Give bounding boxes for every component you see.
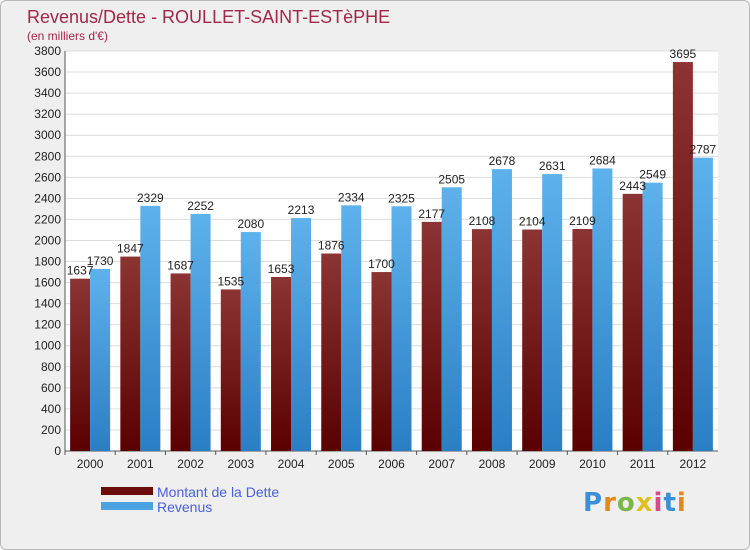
x-tick-label: 2008 xyxy=(479,457,506,471)
y-tick-label: 2200 xyxy=(34,212,61,226)
x-tick-label: 2009 xyxy=(529,457,556,471)
bar-debt xyxy=(371,272,392,451)
x-tick-label: 2001 xyxy=(127,457,154,471)
data-label-revenue: 2631 xyxy=(539,159,566,173)
data-label-debt: 1700 xyxy=(368,257,395,271)
x-tick-label: 2000 xyxy=(77,457,104,471)
bar-debt xyxy=(421,221,442,451)
chart-subtitle: (en milliers d'€) xyxy=(27,29,108,43)
y-tick-label: 3400 xyxy=(34,86,61,100)
legend-swatch-revenue xyxy=(101,502,153,510)
bar-debt xyxy=(70,278,91,451)
bar-revenue xyxy=(391,206,412,451)
bar-debt xyxy=(672,62,693,451)
x-tick-label: 2007 xyxy=(428,457,455,471)
bar-debt xyxy=(271,277,292,451)
data-label-debt: 2177 xyxy=(418,207,445,221)
data-label-debt: 1653 xyxy=(268,262,295,276)
y-tick-label: 1600 xyxy=(34,276,61,290)
bar-debt xyxy=(321,253,342,451)
legend-label-debt: Montant de la Dette xyxy=(157,484,280,500)
chart-title: Revenus/Dette - ROULLET-SAINT-ESTèPHE xyxy=(27,7,391,27)
x-tick-label: 2006 xyxy=(378,457,405,471)
data-label-debt: 2108 xyxy=(469,214,496,228)
y-tick-label: 2600 xyxy=(34,170,61,184)
bar-revenue xyxy=(240,232,261,451)
bar-revenue xyxy=(441,187,462,451)
data-label-revenue: 2252 xyxy=(187,199,214,213)
bar-revenue xyxy=(291,218,312,451)
legend-label-revenue: Revenus xyxy=(157,499,213,515)
y-tick-label: 1400 xyxy=(34,297,61,311)
bar-revenue xyxy=(592,168,613,451)
y-tick-label: 200 xyxy=(41,423,61,437)
data-label-revenue: 2684 xyxy=(589,153,616,167)
x-tick-label: 2004 xyxy=(278,457,305,471)
y-tick-label: 2800 xyxy=(34,149,61,163)
y-tick-label: 600 xyxy=(41,381,61,395)
data-label-revenue: 2678 xyxy=(489,154,516,168)
x-tick-label: 2005 xyxy=(328,457,355,471)
bar-revenue xyxy=(542,174,563,452)
x-tick-label: 2002 xyxy=(177,457,204,471)
bar-debt xyxy=(572,229,593,451)
y-tick-label: 1200 xyxy=(34,318,61,332)
data-label-revenue: 2787 xyxy=(690,143,717,157)
data-label-debt: 2443 xyxy=(619,179,646,193)
bar-debt xyxy=(622,193,643,451)
data-label-debt: 2104 xyxy=(519,215,546,229)
bar-debt xyxy=(120,256,141,451)
y-tick-label: 1000 xyxy=(34,339,61,353)
y-tick-label: 2400 xyxy=(34,191,61,205)
bar-revenue xyxy=(90,268,111,451)
bar-debt xyxy=(471,229,492,451)
data-label-revenue: 2329 xyxy=(137,191,164,205)
bar-revenue xyxy=(341,205,362,451)
bar-revenue xyxy=(692,157,713,451)
bar-debt xyxy=(522,229,543,451)
data-label-debt: 3695 xyxy=(670,47,697,61)
data-label-revenue: 2334 xyxy=(338,190,365,204)
data-label-debt: 1687 xyxy=(167,258,194,272)
data-label-debt: 1637 xyxy=(67,264,94,278)
bar-debt xyxy=(220,289,241,451)
y-tick-label: 1800 xyxy=(34,255,61,269)
bar-revenue xyxy=(491,169,512,451)
y-tick-label: 2000 xyxy=(34,233,61,247)
data-label-revenue: 2549 xyxy=(639,168,666,182)
bar-debt xyxy=(170,273,191,451)
y-tick-label: 0 xyxy=(54,444,61,458)
x-tick-label: 2012 xyxy=(680,457,707,471)
data-label-revenue: 1730 xyxy=(87,254,114,268)
y-tick-label: 3200 xyxy=(34,107,61,121)
bar-revenue xyxy=(140,205,161,451)
y-tick-label: 3000 xyxy=(34,128,61,142)
y-tick-label: 3600 xyxy=(34,65,61,79)
data-label-revenue: 2080 xyxy=(237,217,264,231)
x-tick-label: 2010 xyxy=(579,457,606,471)
legend-swatch-debt xyxy=(101,487,153,495)
data-label-revenue: 2325 xyxy=(388,191,415,205)
data-label-debt: 1847 xyxy=(117,242,144,256)
y-tick-label: 3800 xyxy=(34,44,61,58)
data-label-debt: 1535 xyxy=(217,274,244,288)
data-label-debt: 1876 xyxy=(318,239,345,253)
bar-revenue xyxy=(190,213,211,451)
y-tick-label: 400 xyxy=(41,402,61,416)
data-label-debt: 2109 xyxy=(569,214,596,228)
proxiti-logo: Proxiti xyxy=(583,488,687,518)
data-label-revenue: 2505 xyxy=(438,172,465,186)
bar-revenue xyxy=(642,182,663,451)
x-tick-label: 2011 xyxy=(630,457,656,471)
y-tick-label: 800 xyxy=(41,360,61,374)
data-label-revenue: 2213 xyxy=(288,203,315,217)
x-tick-label: 2003 xyxy=(227,457,254,471)
